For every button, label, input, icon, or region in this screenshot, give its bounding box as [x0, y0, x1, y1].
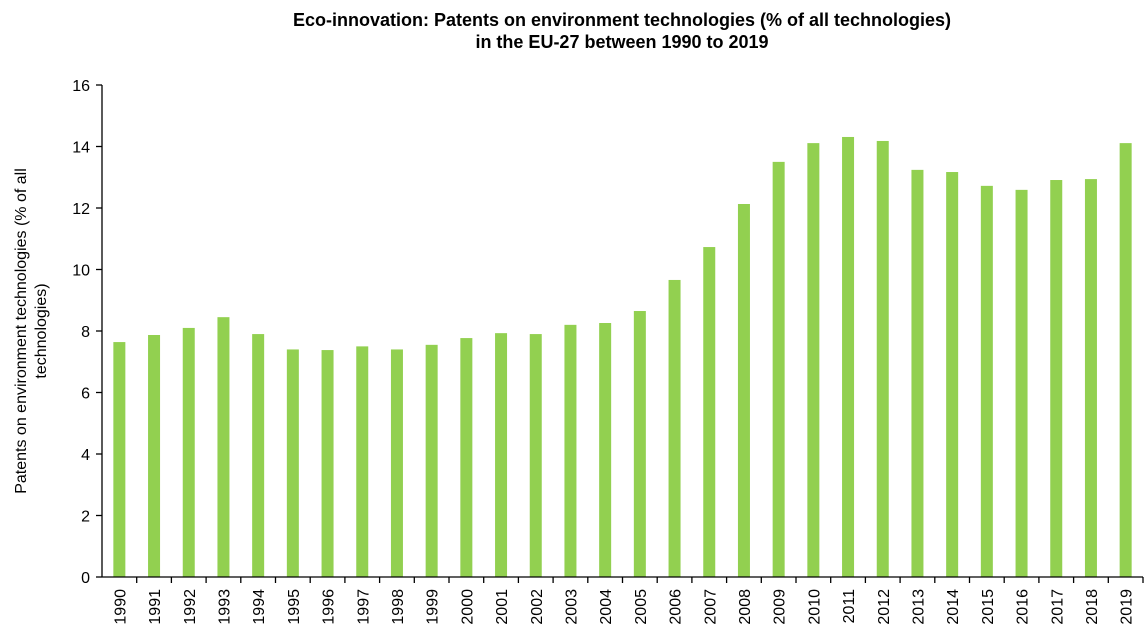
x-tick-label: 2009 — [772, 589, 789, 625]
y-axis-label: technologies) — [33, 283, 50, 378]
x-tick-label: 2012 — [876, 589, 893, 625]
y-tick-label: 12 — [72, 201, 90, 218]
x-tick-label: 2000 — [459, 589, 476, 625]
bar — [1050, 180, 1063, 577]
x-tick-label: 1992 — [182, 589, 199, 625]
bar — [321, 350, 334, 577]
x-tick-label: 2004 — [598, 589, 615, 625]
x-tick-label: 1993 — [216, 589, 233, 625]
x-tick-label: 1999 — [425, 589, 442, 625]
bar — [599, 323, 612, 577]
x-tick-label: 1995 — [286, 589, 303, 625]
bar — [460, 338, 473, 577]
y-tick-label: 2 — [81, 509, 90, 526]
x-tick-label: 1994 — [251, 589, 268, 625]
x-tick-label: 2010 — [806, 589, 823, 625]
bar — [252, 334, 265, 577]
x-tick-label: 1997 — [355, 589, 372, 625]
y-tick-label: 16 — [72, 78, 90, 95]
x-tick-label: 2016 — [1015, 589, 1032, 625]
bar — [1084, 179, 1097, 577]
bar — [668, 279, 681, 577]
bar — [772, 161, 785, 577]
x-tick-label: 2001 — [494, 589, 511, 625]
chart-title: in the EU-27 between 1990 to 2019 — [475, 32, 768, 52]
x-tick-label: 1996 — [321, 589, 338, 625]
x-tick-label: 2014 — [945, 589, 962, 625]
bar — [495, 333, 508, 577]
bar — [425, 344, 438, 577]
x-tick-label: 1991 — [147, 589, 164, 625]
y-axis-label: Patents on environment technologies (% o… — [13, 168, 30, 494]
bar — [356, 346, 369, 577]
x-tick-label: 2011 — [841, 589, 858, 624]
x-tick-label: 2013 — [910, 589, 927, 625]
y-tick-label: 8 — [81, 324, 90, 341]
x-tick-label: 1998 — [390, 589, 407, 625]
y-tick-label: 4 — [81, 447, 90, 464]
bar — [911, 169, 924, 577]
bar — [113, 342, 126, 577]
x-tick-label: 2015 — [980, 589, 997, 625]
bar — [529, 334, 542, 577]
bar — [182, 327, 195, 577]
bar — [1119, 143, 1132, 577]
bar — [633, 311, 646, 577]
bar — [876, 140, 889, 577]
bar — [946, 172, 959, 577]
chart-title: Eco-innovation: Patents on environment t… — [293, 10, 951, 30]
y-tick-label: 10 — [72, 263, 90, 280]
bar — [217, 317, 230, 577]
bar — [980, 185, 993, 578]
x-tick-label: 2017 — [1049, 589, 1066, 625]
bar — [737, 204, 750, 577]
bar — [564, 324, 577, 577]
x-tick-label: 2019 — [1119, 589, 1136, 625]
x-tick-label: 2006 — [668, 589, 685, 625]
x-tick-label: 2003 — [563, 589, 580, 625]
bar — [703, 247, 716, 578]
y-tick-label: 0 — [81, 570, 90, 587]
x-tick-label: 2002 — [529, 589, 546, 625]
bar — [807, 143, 820, 577]
bar — [286, 349, 299, 577]
bar — [148, 334, 161, 577]
bar — [390, 349, 403, 577]
x-tick-label: 1990 — [112, 589, 129, 625]
bar — [1015, 189, 1028, 578]
x-tick-label: 2005 — [633, 589, 650, 625]
y-tick-label: 14 — [72, 140, 90, 157]
x-tick-label: 2007 — [702, 589, 719, 625]
y-tick-label: 6 — [81, 386, 90, 403]
bar — [842, 136, 855, 577]
x-tick-label: 2008 — [737, 589, 754, 625]
x-tick-label: 2018 — [1084, 589, 1101, 625]
